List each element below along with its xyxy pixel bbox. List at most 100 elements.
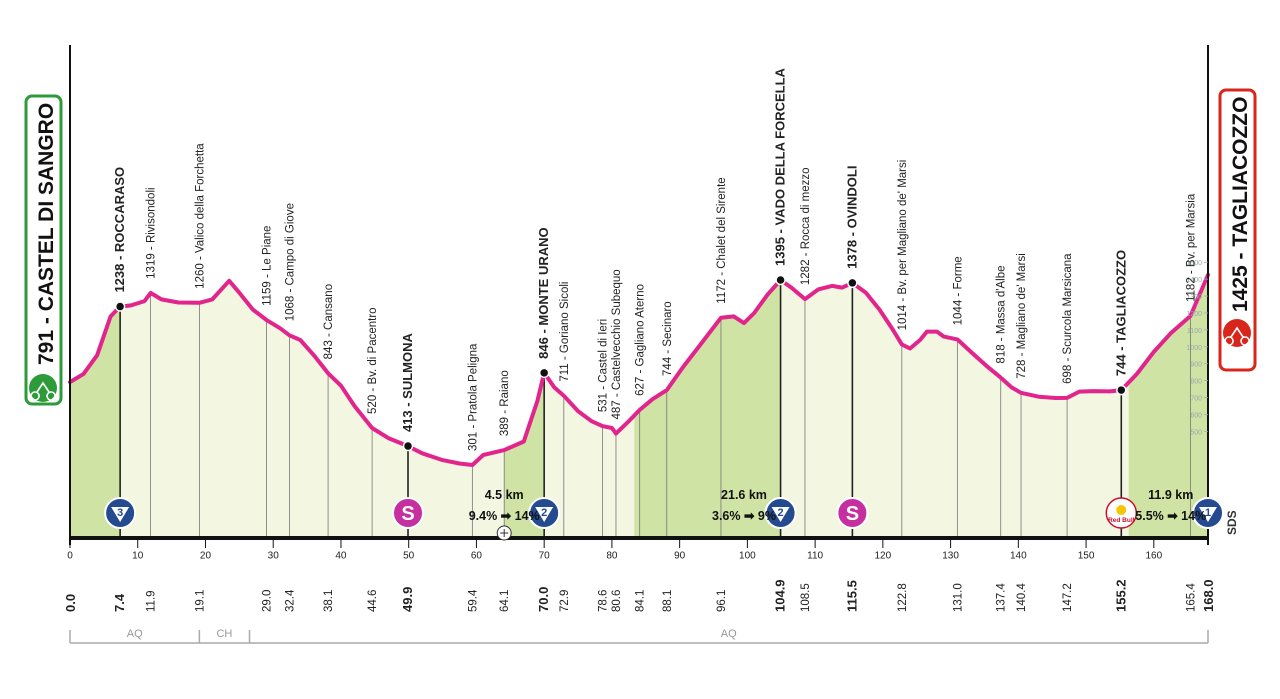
waypoint-label: 1159 - Le Piane [261,226,273,306]
waypoint-label: 698 - Scurcola Marsicana [1062,253,1074,384]
waypoint-label: 1182 - Bv. per Marsia [1185,193,1197,302]
climb-length: 11.9 km [1148,488,1193,502]
mountain-icon [771,507,790,522]
waypoint-km-label: 38.1 [323,590,335,612]
waypoint-km-label: 104.9 [773,579,788,612]
waypoint-label: 301 - Pratola Peligna [467,343,479,451]
waypoint-label: 531 - Castel di Ieri [597,319,609,412]
badges-layer: 3 S 2 2 S Red Bull 1 4.5 km 9.4% ➡ 14% 21.6 km 3.6… [104,488,1239,541]
redbull-text: Red Bull [1108,517,1135,524]
waypoint-label: 744 - Secinaro [662,301,674,376]
y-tick-label: 1300 [1186,294,1202,301]
waypoint-km-label: 147.2 [1062,583,1074,612]
sprint-letter: S [401,503,414,525]
waypoint-dot-17 [775,274,786,286]
region-label: CH [216,628,232,640]
waypoint-label: 711 - Goriano Sicoli [559,282,571,382]
waypoint-label: 818 - Massa d'Albe [996,265,1008,363]
y-tick-label: 700 [1190,396,1202,403]
x-tick-label: 30 [268,550,280,561]
waypoint-label: 1319 - Rivisondoli [146,187,158,278]
climb-gradient: 5.5% ➡ 14% [1135,509,1206,523]
waypoint-km-label: 19.1 [194,590,206,612]
x-tick-label: 50 [403,550,415,561]
y-tick-label: 500 [1190,429,1202,436]
sprint-badge-1 [392,497,425,529]
waypoint-label: 843 - Cansano [323,284,335,359]
waypoint-label: 744 - TAGLIACOZZO [1113,250,1128,376]
profile-line [68,272,1210,467]
climb-gradient: 3.6% ➡ 9% [712,509,776,523]
waypoint-label: 1068 - Campo di Giove [284,203,296,321]
waypoint-label: 413 - SULMONA [400,332,415,432]
waypoint-km-label: 108.5 [800,583,812,612]
waypoint-label: 846 - MONTE URANO [536,227,551,358]
waypoint-label: 1260 - Valico della Forchetta [194,143,206,289]
x-tick-label: 120 [875,550,892,561]
region-label: AQ [127,628,143,640]
waypoint-dot-19 [847,277,858,289]
waypoint-km-label: 78.6 [597,590,609,612]
climb-zone-2 [634,280,781,536]
finish-bike-glyph [1224,326,1250,346]
mountain-icon [111,507,130,522]
waypoint-lines-layer [119,280,1191,536]
waypoint-km-label: 59.4 [467,589,479,612]
waypoint-dot-7 [402,440,414,452]
finish-panel [1218,88,1257,372]
x-tick-label: 90 [674,550,686,561]
x-tick-label: 130 [942,550,959,561]
x-tick-label: 150 [1078,550,1095,561]
feed-zone-icon-cross [500,529,509,537]
x-tick-label: 100 [739,550,756,561]
x-tick-label: 80 [606,550,618,561]
start-cyclist-icon [29,374,57,402]
x-tick-label: 160 [1145,550,1162,561]
waypoint-label: 389 - Raiano [499,370,511,436]
axis-baseline [70,536,1208,540]
waypoint-km-label: 155.2 [1113,579,1128,612]
waypoint-label: 728 - Magliano de' Marsi [1016,253,1028,379]
kom-category: 3 [117,507,123,519]
waypoint-label: 1014 - Bv. per Magliano de' Marsi [897,160,909,331]
start-finish-layer: 791 - CASTEL DI SANGRO 1425 - TAGLIACOZZO [24,88,1257,406]
start-bike-glyph [30,381,56,401]
climb-length: 4.5 km [485,488,524,502]
waypoint-km-label: 122.8 [897,583,909,612]
y-tick-label: 900 [1190,362,1202,369]
waypoint-dot-0 [114,301,126,312]
y-tick-label: 1000 [1186,345,1202,352]
finish-label: 1425 - TAGLIACOZZO [1229,97,1252,312]
axes-layer: 0 10 20 30 40 50 60 70 80 90 100 110 120 130 140 150 160… [67,45,1209,561]
kom-category: 2 [778,507,784,519]
waypoint-label: 1238 - ROCCARASO [112,167,127,293]
waypoint-dot-10 [538,367,550,379]
waypoint-label: 1044 - Forme [952,256,964,325]
x-tick-label: 110 [807,550,823,561]
profile-fill-layer [70,274,1208,536]
waypoint-km-label: 44.6 [367,590,379,612]
climb-length: 21.6 km [721,488,767,502]
kom-category: 2 [541,507,547,519]
waypoint-label: 1395 - VADO DELLA FORCELLA [773,67,788,266]
waypoint-km-label: 165.4 [1185,583,1197,612]
waypoint-label: 1282 - Rocca di mezzo [800,167,812,285]
waypoint-km-label: 7.4 [112,593,127,612]
waypoint-label: 487 - Castelvecchio Subequo [611,269,623,419]
waypoint-km-label: 11.9 [146,590,158,612]
x-tick-label: 140 [1010,550,1027,561]
waypoint-km-label: 49.9 [400,587,415,612]
waypoint-km-label: 72.9 [559,590,571,612]
y-tick-label: 1500 [1186,260,1202,267]
x-tick-label: 0 [67,550,73,561]
mountain-icon [1199,507,1217,522]
waypoint-label: 520 - Bv. di Pacentro [367,307,379,414]
y-tick-label: 1100 [1187,328,1202,335]
waypoint-km-label: 70.0 [536,587,551,612]
end-km-label: 168.0 [1201,579,1216,612]
climb-zone-3 [1128,274,1208,536]
sprint-badge-4 [836,497,869,529]
y-tick-label: 600 [1190,412,1202,419]
